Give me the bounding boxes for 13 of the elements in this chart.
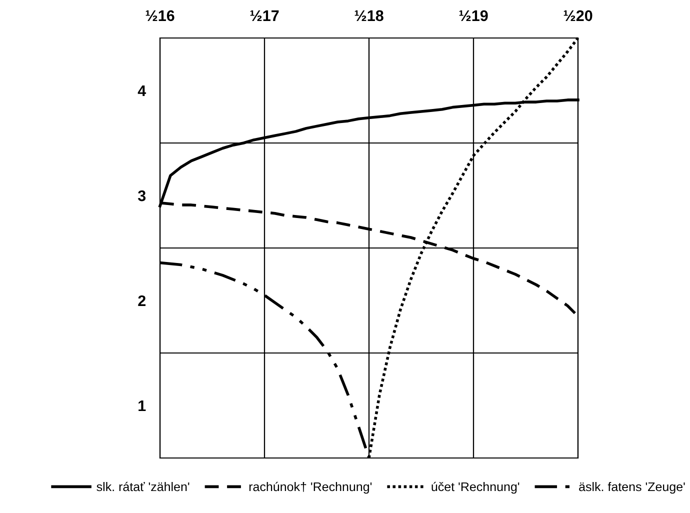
legend-label: äslk. fatens 'Zeuge' xyxy=(579,482,685,494)
y-tick-label: 3 xyxy=(138,190,146,202)
y-tick-label: 2 xyxy=(138,295,146,306)
x-tick-label: ½16 xyxy=(146,10,174,22)
y-tick-label: 1 xyxy=(138,400,146,412)
x-tick-label: ½18 xyxy=(354,10,384,22)
legend-label: účet 'Rechnung' xyxy=(432,482,520,494)
x-tick-label: ½17 xyxy=(250,10,279,21)
x-tick-label: ½19 xyxy=(459,10,488,22)
x-tick-label: ½20 xyxy=(564,10,592,22)
legend-label: slk. rátať 'zählen' xyxy=(96,482,190,492)
legend-label: rachúnok† 'Rechnung' xyxy=(249,482,372,494)
y-tick-label: 4 xyxy=(138,86,146,96)
